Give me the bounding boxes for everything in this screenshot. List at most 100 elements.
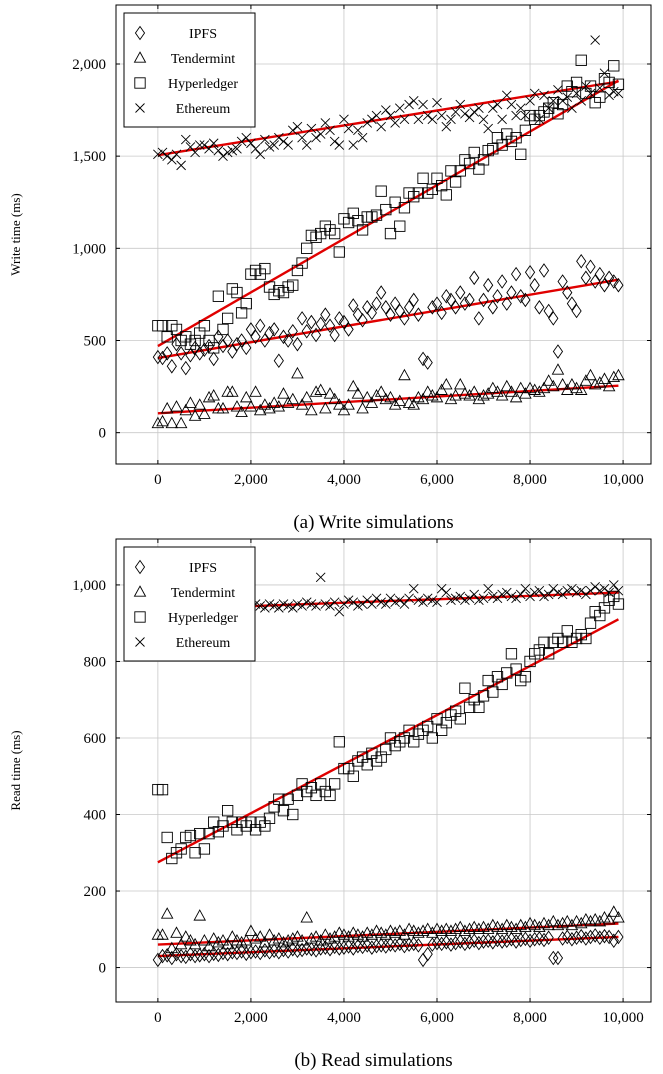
read-ipfs-point [376, 938, 387, 953]
read-hyperledger-point [310, 789, 322, 802]
read-tendermint-point [426, 926, 439, 938]
write-hyperledger-point [175, 334, 187, 347]
write-hyperledger-point [431, 172, 443, 184]
write-hyperledger-point [287, 279, 299, 291]
read-hyperledger-point [315, 778, 327, 790]
write-tendermint-point [226, 385, 239, 397]
write-hyperledger-point [417, 172, 429, 184]
write-hyperledger-point [538, 106, 550, 118]
read-ipfs-point [510, 934, 522, 949]
write-ethereum-point [590, 35, 600, 45]
read-hyperledger-point [333, 736, 345, 748]
read-tendermint-point [239, 933, 253, 946]
read-tendermint-point [263, 928, 276, 940]
read-ipfs-point [324, 941, 336, 957]
write-ipfs-point [380, 300, 391, 315]
write-hyperledger-point [384, 227, 397, 240]
read-ipfs-point [422, 946, 433, 962]
write-hyperledger-point [203, 334, 215, 347]
read-tendermint-point [277, 935, 290, 948]
write-tendermint-point [584, 368, 597, 381]
write-ipfs-point [366, 305, 377, 321]
read-ipfs-point [455, 934, 466, 949]
read-hyperledger-point [319, 785, 331, 798]
write-tendermint-point [560, 383, 574, 395]
write-ipfs-point [566, 296, 578, 311]
read-hyperledger-point [445, 709, 457, 721]
write-ipfs-point [227, 344, 238, 359]
write-ipfs-point [180, 360, 191, 376]
read-ethereum-point [613, 585, 624, 596]
write-ipfs-point [264, 325, 275, 341]
write-ethereum-point [543, 103, 554, 114]
write-hyperledger-point [505, 135, 518, 148]
read-tendermint-point [179, 930, 193, 942]
write-hyperledger-point [445, 165, 457, 177]
read-hyperledger-point [403, 724, 415, 736]
read-hyperledger-point [352, 755, 364, 767]
read-hyperledger-point [547, 636, 559, 648]
read-hyperledger-point [263, 812, 276, 824]
read-hyperledger-point [580, 632, 592, 645]
read-ethereum-point [501, 587, 512, 598]
write-hyperledger-point [398, 202, 411, 214]
read-ethereum-point [339, 599, 349, 609]
write-legend-hyperledger-label: Hyperledger [168, 77, 238, 92]
read-ipfs-point [366, 940, 377, 955]
write-tendermint-point [179, 403, 193, 416]
read-ethereum-point [534, 585, 545, 596]
read-tendermint-point [295, 933, 309, 946]
write-ethereum-point [255, 149, 266, 160]
read-tendermint-point [198, 933, 211, 946]
write-hyperledger-point [380, 203, 392, 216]
read-tendermint-point [165, 941, 179, 954]
read-ipfs-point [501, 933, 512, 949]
read-ethereum-point [590, 582, 600, 592]
read-ipfs-point [417, 952, 429, 968]
write-ipfs-point [385, 307, 396, 322]
write-ethereum-point [534, 114, 545, 125]
write-tendermint-point [202, 390, 216, 403]
read-ipfs-point [515, 932, 526, 948]
write-ethereum-point [497, 114, 507, 125]
write-ethereum-point [455, 99, 466, 110]
write-hyperledger-point [342, 216, 355, 229]
read-ethereum-point [441, 587, 452, 598]
write-tendermint-point [356, 401, 369, 414]
read-hyperledger-point [380, 743, 392, 756]
read-hyperledger-point [166, 852, 178, 865]
write-ipfs-point [571, 303, 582, 319]
write-ethereum-point [218, 151, 228, 161]
write-ipfs-point [166, 359, 177, 374]
read-ethereum-point [576, 585, 587, 596]
read-ipfs-point [529, 931, 540, 947]
read-ethereum-point [557, 589, 568, 600]
read-ytick-label: 600 [84, 731, 107, 747]
write-tendermint-point [263, 401, 276, 414]
read-ethereum-point [599, 583, 610, 594]
read-tendermint-point [207, 932, 220, 944]
read-tendermint-point [267, 933, 281, 946]
write-tendermint-point [440, 377, 453, 390]
read-hyperledger-point [370, 755, 383, 767]
read-ethereum-point [362, 595, 373, 606]
read-tendermint-point [319, 928, 332, 940]
write-trend-ipfs [157, 278, 619, 360]
write-ipfs-point [217, 338, 229, 354]
read-hyperledger-point [268, 801, 280, 813]
write-ipfs-point [231, 336, 243, 352]
read-ipfs-point [217, 945, 229, 961]
read-tendermint-point [551, 918, 565, 931]
read-ethereum-point [515, 589, 526, 600]
write-ethereum-point [301, 140, 312, 150]
read-xtick-label: 2,000 [234, 1010, 268, 1026]
write-ytick-label: 1,000 [72, 241, 106, 257]
read-ethereum-point [408, 583, 419, 594]
write-ytick-label: 2,000 [72, 57, 106, 73]
read-tendermint-point [286, 932, 300, 944]
write-tendermint-point [444, 392, 458, 405]
write-ylabel: Write time (ms) [8, 193, 23, 276]
read-tendermint-point [388, 926, 402, 938]
write-legend-ipfs-label: IPFS [189, 27, 217, 42]
write-ethereum-point [297, 132, 307, 143]
